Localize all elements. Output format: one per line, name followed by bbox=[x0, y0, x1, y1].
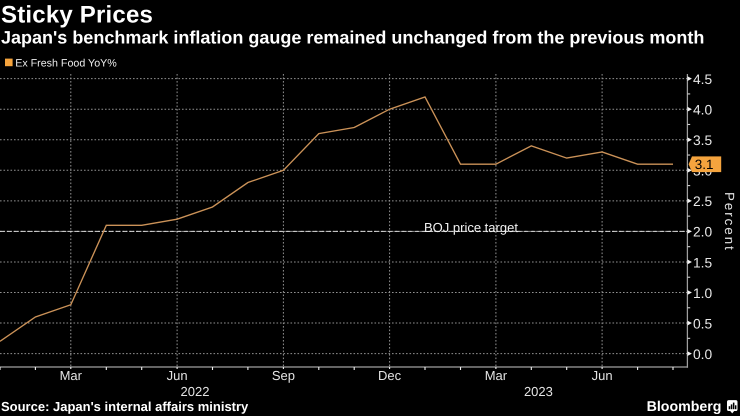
svg-text:4.0: 4.0 bbox=[693, 103, 713, 118]
svg-text:3.1: 3.1 bbox=[695, 157, 714, 172]
svg-text:Mar: Mar bbox=[60, 368, 83, 383]
svg-text:1.5: 1.5 bbox=[693, 255, 713, 270]
svg-text:0.0: 0.0 bbox=[693, 347, 713, 362]
svg-text:3.5: 3.5 bbox=[693, 133, 713, 148]
svg-text:2.0: 2.0 bbox=[693, 225, 713, 240]
svg-text:Jun: Jun bbox=[592, 368, 613, 383]
svg-text:2.5: 2.5 bbox=[693, 194, 713, 209]
svg-text:Percent: Percent bbox=[722, 192, 737, 252]
svg-text:Sep: Sep bbox=[272, 368, 295, 383]
svg-text:4.5: 4.5 bbox=[693, 72, 713, 87]
svg-text:BOJ price target: BOJ price target bbox=[424, 220, 518, 235]
svg-text:Source: Japan's internal affai: Source: Japan's internal affairs ministr… bbox=[1, 399, 249, 414]
svg-text:Sticky Prices: Sticky Prices bbox=[1, 2, 153, 29]
svg-text:2023: 2023 bbox=[524, 384, 553, 399]
svg-text:Ex Fresh Food YoY%: Ex Fresh Food YoY% bbox=[15, 58, 117, 70]
svg-text:0.5: 0.5 bbox=[693, 316, 713, 331]
svg-text:Mar: Mar bbox=[485, 368, 508, 383]
svg-text:1.0: 1.0 bbox=[693, 286, 713, 301]
svg-text:Dec: Dec bbox=[378, 368, 402, 383]
svg-text:Bloomberg: Bloomberg bbox=[647, 399, 722, 415]
svg-text:Japan's benchmark inflation ga: Japan's benchmark inflation gauge remain… bbox=[1, 27, 704, 47]
svg-text:2022: 2022 bbox=[181, 384, 210, 399]
svg-text:Jun: Jun bbox=[167, 368, 188, 383]
